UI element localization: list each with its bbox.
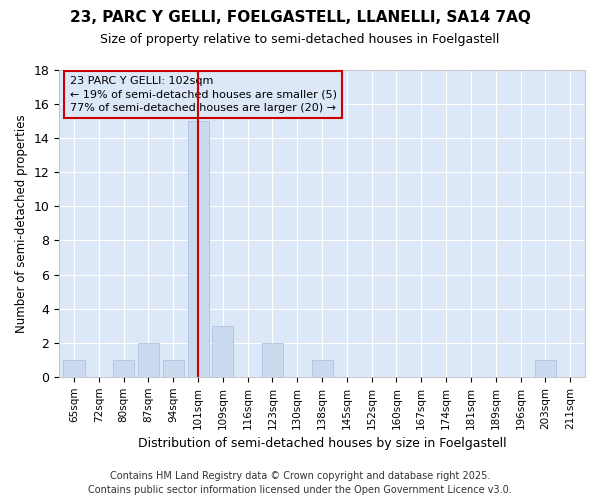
Text: 23, PARC Y GELLI, FOELGASTELL, LLANELLI, SA14 7AQ: 23, PARC Y GELLI, FOELGASTELL, LLANELLI,… bbox=[70, 10, 530, 25]
Bar bbox=[262, 342, 283, 377]
Bar bbox=[163, 360, 184, 377]
Bar bbox=[113, 360, 134, 377]
Bar bbox=[138, 342, 159, 377]
Bar bbox=[311, 360, 332, 377]
Bar bbox=[212, 326, 233, 377]
Bar bbox=[535, 360, 556, 377]
Bar bbox=[64, 360, 85, 377]
Text: 23 PARC Y GELLI: 102sqm
← 19% of semi-detached houses are smaller (5)
77% of sem: 23 PARC Y GELLI: 102sqm ← 19% of semi-de… bbox=[70, 76, 337, 112]
X-axis label: Distribution of semi-detached houses by size in Foelgastell: Distribution of semi-detached houses by … bbox=[138, 437, 506, 450]
Text: Contains HM Land Registry data © Crown copyright and database right 2025.
Contai: Contains HM Land Registry data © Crown c… bbox=[88, 471, 512, 495]
Y-axis label: Number of semi-detached properties: Number of semi-detached properties bbox=[15, 114, 28, 332]
Bar bbox=[188, 121, 209, 377]
Text: Size of property relative to semi-detached houses in Foelgastell: Size of property relative to semi-detach… bbox=[100, 32, 500, 46]
